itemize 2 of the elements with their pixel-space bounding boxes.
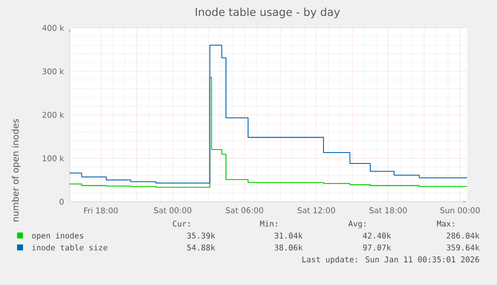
y-axis-title: number of open inodes	[12, 119, 20, 222]
chart-title: Inode table usage - by day	[196, 8, 340, 18]
